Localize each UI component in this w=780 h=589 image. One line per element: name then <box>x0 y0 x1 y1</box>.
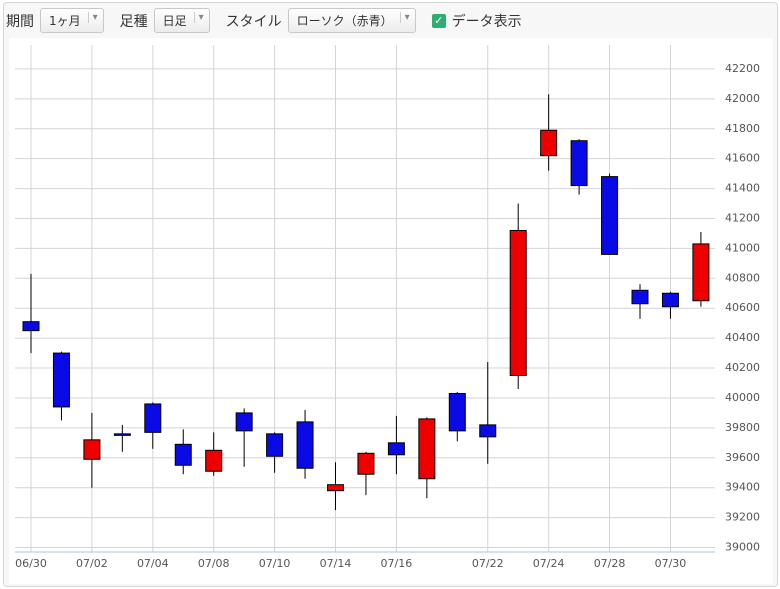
candle-body <box>235 412 253 432</box>
candle-body <box>570 140 588 187</box>
label: スタイル <box>225 13 282 30</box>
candle-body <box>83 439 101 460</box>
y-tick-label: 40600 <box>725 301 760 314</box>
y-tick-label: 39200 <box>725 511 760 524</box>
chart-bg <box>9 38 773 584</box>
y-tick-label: 42000 <box>725 92 760 105</box>
candle-body <box>631 289 649 305</box>
y-tick-label: 39800 <box>725 421 760 434</box>
candle-body <box>509 229 527 377</box>
candle-body <box>387 442 405 456</box>
y-tick-label: 41000 <box>725 241 760 254</box>
y-tick-label: 41800 <box>725 122 760 135</box>
y-tick-label: 40400 <box>725 331 760 344</box>
y-tick-label: 40000 <box>725 391 760 404</box>
candle-body <box>327 484 344 492</box>
candle-body <box>692 243 710 302</box>
label: 期間 <box>6 13 34 30</box>
dropdown[interactable]: 1ヶ月 <box>40 8 104 33</box>
candle-body <box>357 452 375 475</box>
candle-body <box>174 443 192 466</box>
label: 足種 <box>119 13 148 30</box>
y-tick-label: 42200 <box>725 62 760 75</box>
x-tick-label: 07/02 <box>76 557 108 570</box>
x-tick-label: 07/30 <box>655 557 687 570</box>
x-tick-label: 06/30 <box>15 557 47 570</box>
candle-body <box>113 433 131 436</box>
candle-body <box>418 418 436 480</box>
candle-body <box>661 292 679 308</box>
candle-body <box>266 433 284 457</box>
x-tick-label: 07/22 <box>472 557 504 570</box>
checkbox-label[interactable]: データ表示 <box>451 13 522 30</box>
x-tick-label: 07/28 <box>594 557 626 570</box>
x-tick-label: 07/04 <box>137 557 169 570</box>
y-tick-label: 41600 <box>725 152 760 165</box>
checkbox[interactable]: ✓ <box>431 13 446 28</box>
candle-body <box>540 129 558 157</box>
x-tick-label: 07/16 <box>381 557 413 570</box>
x-tick-label: 07/10 <box>259 557 291 570</box>
y-tick-label: 40200 <box>725 361 760 374</box>
toolbar: 期間 1ヶ月 足種 日足 スタイル ローソク（赤青） ✓ データ表示 <box>6 8 522 33</box>
y-tick-label: 39600 <box>725 451 760 464</box>
dropdown[interactable]: 日足 <box>153 8 210 33</box>
candle-body <box>601 176 619 255</box>
y-tick-label: 41400 <box>725 182 760 195</box>
y-tick-label: 39000 <box>725 541 760 554</box>
candle-body <box>52 352 70 408</box>
candle-body <box>296 421 314 469</box>
y-tick-label: 40800 <box>725 271 760 284</box>
y-tick-label: 41200 <box>725 211 760 224</box>
dropdown[interactable]: ローソク（赤青） <box>287 8 416 33</box>
candle-body <box>22 321 40 332</box>
x-tick-label: 07/14 <box>320 557 352 570</box>
x-tick-label: 07/08 <box>198 557 230 570</box>
candle-body <box>479 424 497 438</box>
y-tick-label: 39400 <box>725 481 760 494</box>
candle-body <box>205 449 223 472</box>
candle-body <box>448 392 466 432</box>
x-tick-label: 07/24 <box>533 557 565 570</box>
candle-body <box>144 403 162 433</box>
